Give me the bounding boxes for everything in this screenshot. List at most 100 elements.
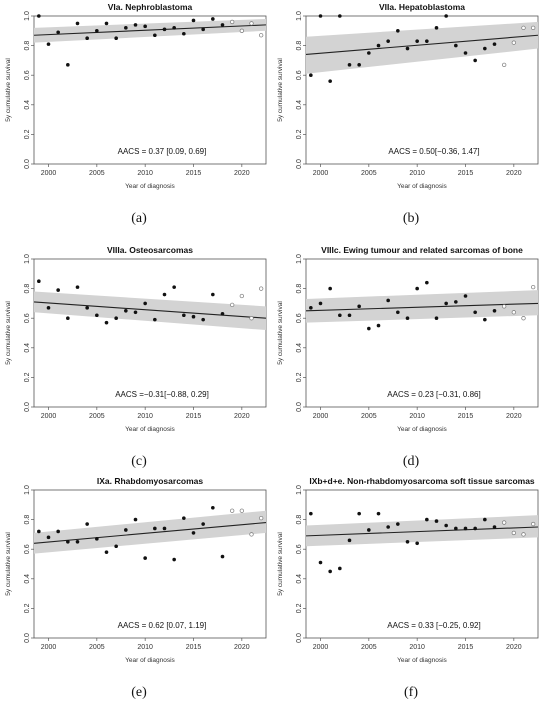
chart-d-frame (305, 258, 539, 408)
x-tick-label: 2010 (409, 170, 425, 177)
trend-line (305, 526, 539, 537)
y-tick-label: 0.0 (24, 159, 31, 169)
data-point (376, 323, 381, 328)
chart-d-svg: VIIIc. Ewing tumour and related sarcomas… (277, 245, 539, 433)
data-point (444, 14, 448, 18)
y-tick-label: 0.8 (296, 515, 303, 525)
data-point (56, 30, 60, 35)
data-point (483, 46, 487, 51)
data-point (124, 309, 128, 313)
data-point-open (511, 530, 516, 536)
data-point-open (511, 40, 516, 45)
y-axis-label: 5y cumulative survival (277, 58, 284, 122)
y-tick-label: 1.0 (24, 485, 31, 495)
data-point-open (521, 25, 526, 30)
data-point (415, 286, 419, 291)
data-point (66, 540, 70, 544)
y-tick-label: 0.8 (296, 284, 303, 294)
x-axis-label: Year of diagnosis (125, 657, 175, 664)
data-point-open (502, 62, 507, 67)
data-point (357, 63, 361, 67)
chart-b-title: VIIa. Hepatoblastoma (379, 2, 465, 12)
y-tick-label: 0.8 (296, 41, 303, 51)
data-point (95, 537, 99, 541)
data-point (182, 516, 186, 520)
caption-c: (c) (131, 454, 147, 469)
confidence-band (34, 18, 266, 43)
data-point (425, 280, 429, 285)
data-point (162, 292, 167, 297)
data-point-open (521, 316, 526, 321)
data-point (153, 526, 157, 531)
x-tick-label: 2020 (234, 644, 250, 651)
aacs-annotation: AACS = 0.23 [−0.31, 0.86] (387, 390, 480, 399)
y-tick-label: 0.0 (24, 402, 31, 412)
x-axis-label: Year of diagnosis (397, 657, 447, 664)
y-tick-label: 0.6 (24, 544, 31, 554)
data-point (66, 316, 70, 320)
data-point-open (249, 316, 254, 321)
data-point (104, 21, 109, 26)
data-point (309, 511, 313, 516)
aacs-annotation: AACS =−0.31[−0.88, 0.29] (115, 390, 209, 399)
data-point (386, 39, 390, 43)
data-point (328, 286, 332, 291)
data-point (201, 27, 205, 32)
aacs-annotation: AACS = 0.62 [0.07, 1.19] (118, 621, 207, 630)
data-point (95, 29, 99, 33)
chart-e-frame (33, 489, 267, 639)
y-tick-label: 0.8 (24, 41, 31, 51)
data-point-open (259, 33, 264, 38)
data-point (405, 316, 410, 320)
data-point (182, 313, 186, 318)
x-tick-label: 2015 (186, 413, 202, 420)
chart-a-title: VIa. Nephroblastoma (108, 2, 193, 12)
x-tick-label: 2000 (313, 644, 329, 651)
y-tick-label: 0.4 (24, 343, 31, 353)
data-point (85, 522, 89, 526)
data-point (37, 529, 41, 534)
data-point-open (531, 521, 536, 527)
data-point (46, 535, 51, 540)
x-tick-label: 2020 (234, 413, 250, 420)
data-point (191, 18, 196, 23)
data-point-open (249, 532, 254, 537)
data-point (367, 326, 371, 331)
chart-panel-d: VIIIc. Ewing tumour and related sarcomas… (277, 243, 542, 476)
data-point (357, 304, 361, 309)
chart-c-frame (33, 258, 267, 408)
x-tick-label: 2000 (41, 413, 57, 420)
x-tick-label: 2020 (506, 170, 522, 177)
aacs-annotation: AACS = 0.33 [−0.25, 0.92] (387, 621, 480, 630)
y-axis-label: 5y cumulative survival (5, 58, 12, 122)
x-tick-label: 2010 (409, 644, 425, 651)
data-point (85, 306, 89, 310)
chart-e-svg: IXa. Rhabdomyosarcomas 0.0 0.2 0.4 0.6 0.8 1.0… (5, 476, 267, 664)
data-point (104, 320, 109, 325)
data-point (463, 51, 468, 55)
data-point (357, 511, 361, 516)
data-point (338, 566, 342, 571)
data-point (114, 544, 118, 549)
data-point (425, 39, 429, 43)
data-point (143, 301, 147, 306)
data-point (153, 33, 157, 38)
data-point (46, 42, 51, 46)
caption-f: (f) (404, 685, 418, 700)
data-point (182, 31, 186, 36)
data-point (473, 526, 477, 531)
chart-f-frame (305, 489, 539, 639)
y-tick-label: 1.0 (296, 254, 303, 264)
x-tick-label: 2005 (361, 413, 377, 420)
x-tick-label: 2005 (89, 644, 105, 651)
chart-a-frame (33, 15, 267, 165)
data-point (328, 569, 332, 574)
trend-line (305, 34, 539, 56)
data-point (328, 79, 332, 83)
confidence-band (306, 21, 538, 74)
data-point (114, 316, 118, 320)
data-point (114, 36, 118, 40)
data-point (153, 317, 157, 322)
data-point (444, 523, 448, 528)
data-point-open (502, 304, 507, 309)
